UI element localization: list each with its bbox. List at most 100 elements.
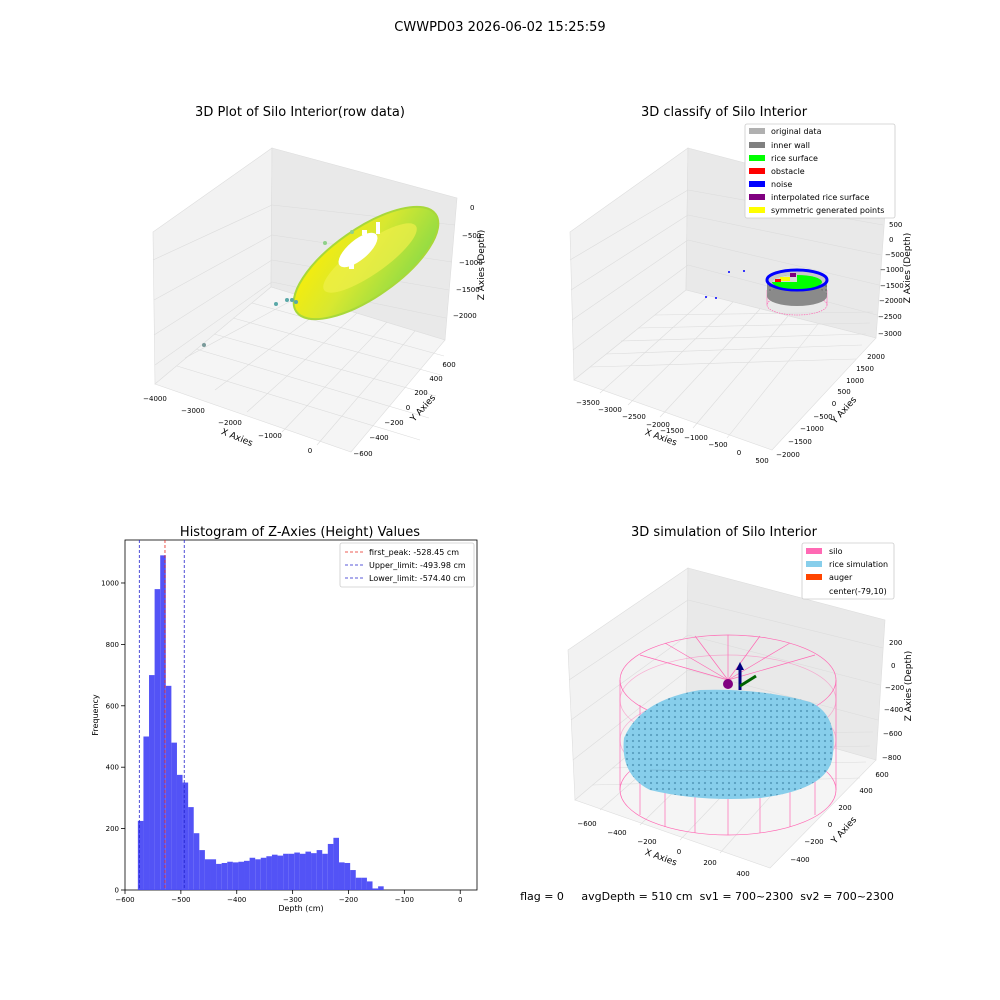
histogram-bar bbox=[350, 870, 356, 890]
simulation-3d-x-tick: −600 bbox=[577, 820, 596, 828]
status-footer: flag = 0 avgDepth = 510 cm sv1 = 700~230… bbox=[520, 890, 894, 903]
histogram-x-label: Depth (cm) bbox=[278, 904, 323, 913]
raw-3d-y-label: Y Axies bbox=[408, 393, 438, 425]
simulation-3d-z-tick: −800 bbox=[882, 754, 901, 762]
classify-3d-y-tick: 1000 bbox=[846, 377, 864, 385]
raw-3d-y-ticks: −600 −400 −200 0 200 400 600 bbox=[353, 361, 455, 458]
classify-3d-z-ticks: 500 0 −500 −1000 −1500 −2000 −2500 −3000 bbox=[878, 221, 904, 338]
simulation-3d-y-tick: 600 bbox=[875, 771, 888, 779]
histogram-bar bbox=[149, 675, 155, 890]
raw-3d-y-tick: −400 bbox=[369, 434, 388, 442]
histogram-bar bbox=[266, 856, 272, 890]
classify-3d-x-tick: −3500 bbox=[576, 399, 600, 407]
classify-legend-label: inner wall bbox=[771, 141, 810, 150]
classify-legend-label: noise bbox=[771, 180, 792, 189]
classify-legend-label: original data bbox=[771, 127, 822, 136]
histogram-legend: first_peak: -528.45 cm Upper_limit: -493… bbox=[339, 542, 475, 588]
histogram-bar bbox=[271, 854, 278, 890]
simulation-3d-x-label: X Axies bbox=[643, 848, 678, 869]
classify-3d-y-ticks: −2000 −1500 −1000 −500 0 500 1000 1500 2… bbox=[776, 353, 885, 459]
histogram-x-tick-label: −200 bbox=[339, 896, 358, 904]
histogram-bar bbox=[322, 853, 328, 890]
histogram-bar bbox=[327, 843, 334, 890]
histogram-bar bbox=[260, 857, 267, 890]
histogram-legend-first-peak: first_peak: -528.45 cm bbox=[369, 548, 459, 557]
simulation-3d-y-tick: −400 bbox=[790, 856, 809, 864]
raw-3d-z-tick: −2000 bbox=[453, 312, 477, 320]
classify-3d-z-tick: −3000 bbox=[878, 330, 902, 338]
raw-3d-point-cloud bbox=[202, 205, 440, 347]
histogram-legend-upper-limit: Upper_limit: -493.98 cm bbox=[369, 561, 466, 570]
histogram-bar bbox=[361, 877, 367, 890]
histogram-title: Histogram of Z-Axies (Height) Values bbox=[180, 525, 420, 540]
classify-3d-y-tick: 0 bbox=[832, 400, 836, 408]
classify-3d-points bbox=[705, 268, 829, 316]
histogram-bar bbox=[316, 850, 323, 890]
classify-3d-z-tick: −1500 bbox=[880, 282, 904, 290]
histogram-bar bbox=[176, 774, 183, 890]
simulation-3d-y-tick: 200 bbox=[838, 804, 851, 812]
histogram-y-tick-label: 200 bbox=[106, 825, 119, 833]
panel-classify-3d: 3D classify of Silo Interior bbox=[569, 105, 913, 465]
panel-histogram: Histogram of Z-Axies (Height) Values −60… bbox=[91, 525, 478, 913]
classify-3d-x-tick: −2500 bbox=[622, 413, 646, 421]
classify-3d-y-tick: 2000 bbox=[867, 353, 885, 361]
panel-raw-3d: 3D Plot of Silo Interior(row data) bbox=[143, 105, 487, 458]
histogram-x-tick-label: −500 bbox=[171, 896, 190, 904]
classify-3d-y-tick: −500 bbox=[813, 413, 832, 421]
histogram-bar bbox=[188, 807, 194, 890]
classify-legend: original data inner wall rice surface ob… bbox=[744, 123, 896, 219]
classify-legend-label: interpolated rice surface bbox=[771, 193, 869, 202]
histogram-bar bbox=[333, 837, 339, 890]
simulation-legend-label: center(-79,10) bbox=[829, 587, 887, 596]
classify-3d-title: 3D classify of Silo Interior bbox=[641, 105, 808, 120]
classify-legend-label: rice surface bbox=[771, 154, 818, 163]
simulation-3d-y-ticks: −400 −200 0 200 400 600 bbox=[790, 771, 888, 864]
simulation-legend-label: silo bbox=[829, 547, 843, 556]
simulation-3d-z-tick: −200 bbox=[885, 684, 904, 692]
histogram-bar bbox=[305, 851, 312, 890]
histogram-bar bbox=[199, 850, 205, 890]
simulation-legend-label: auger bbox=[829, 573, 853, 582]
simulation-3d-x-tick: −200 bbox=[637, 838, 656, 846]
histogram-bar bbox=[221, 862, 228, 890]
figure-title: CWWPD03 2026-06-02 15:25:59 bbox=[394, 20, 605, 35]
histogram-bar bbox=[227, 861, 233, 890]
histogram-x-tick-label: 0 bbox=[458, 896, 462, 904]
classify-3d-grid bbox=[569, 189, 884, 439]
raw-3d-z-ticks: 0 −500 −1000 −1500 −2000 bbox=[453, 204, 483, 320]
histogram-reference-lines bbox=[138, 540, 185, 890]
simulation-3d-x-tick: −400 bbox=[607, 829, 626, 837]
raw-3d-title: 3D Plot of Silo Interior(row data) bbox=[195, 105, 405, 120]
histogram-bar bbox=[171, 742, 177, 890]
classify-3d-z-tick: −500 bbox=[885, 251, 904, 259]
simulation-legend-label: rice simulation bbox=[829, 560, 888, 569]
classify-3d-x-tick: −1500 bbox=[660, 427, 684, 435]
histogram-x-ticks: −600 −500 −400 −300 −200 −100 0 bbox=[115, 890, 462, 904]
simulation-3d-x-ticks: −600 −400 −200 0 200 400 bbox=[577, 820, 749, 878]
histogram-bar bbox=[294, 852, 300, 890]
histogram-bar bbox=[255, 859, 261, 890]
histogram-bar bbox=[204, 859, 211, 890]
simulation-3d-x-tick: 200 bbox=[703, 859, 716, 867]
histogram-bar bbox=[277, 855, 284, 890]
histogram-bar bbox=[378, 886, 384, 890]
histogram-bar bbox=[143, 736, 150, 890]
histogram-y-ticks: 0 200 400 600 800 1000 bbox=[101, 579, 125, 895]
simulation-3d-y-tick: 400 bbox=[859, 787, 872, 795]
histogram-bar bbox=[288, 853, 295, 890]
simulation-3d-z-label: Z Axies (Depth) bbox=[904, 651, 914, 722]
raw-3d-x-tick: −2000 bbox=[218, 419, 242, 427]
simulation-3d-title: 3D simulation of Silo Interior bbox=[631, 525, 818, 540]
histogram-bar bbox=[338, 862, 345, 890]
classify-3d-y-tick: 500 bbox=[837, 388, 850, 396]
histogram-bar bbox=[372, 888, 379, 890]
classify-3d-z-tick: −2500 bbox=[878, 313, 902, 321]
histogram-bars bbox=[137, 555, 384, 890]
raw-3d-x-tick: 0 bbox=[308, 447, 312, 455]
histogram-bar bbox=[216, 863, 222, 890]
panel-simulation-3d: 3D simulation of Silo Interior bbox=[567, 525, 914, 878]
simulation-3d-z-tick: 0 bbox=[891, 662, 895, 670]
classify-3d-z-tick: −1000 bbox=[880, 266, 904, 274]
